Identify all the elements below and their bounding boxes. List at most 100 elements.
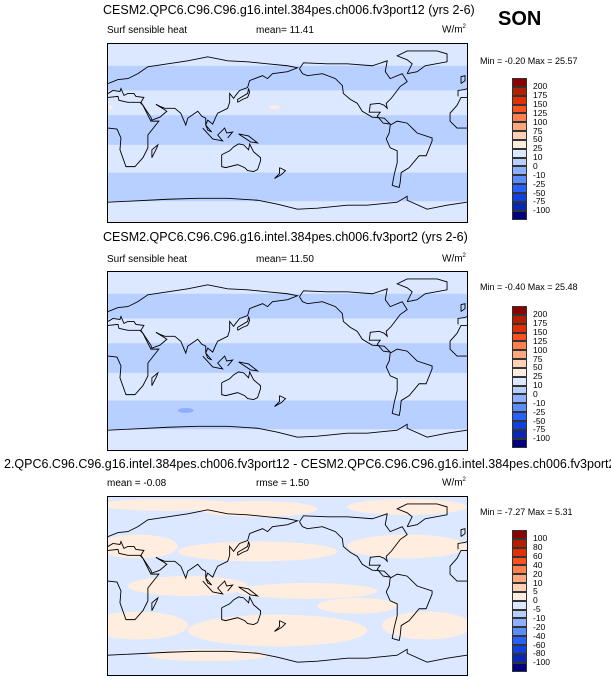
- contour-patch: [382, 611, 467, 640]
- colorbar-swatch: [512, 332, 527, 342]
- colorbar-swatch: [512, 350, 527, 360]
- colorbar-swatch: [512, 565, 527, 575]
- colorbar-label: -100: [533, 657, 551, 668]
- colorbar-swatch: [512, 157, 527, 167]
- colorbar-swatch: [512, 184, 527, 193]
- colorbar-label: -50: [533, 415, 546, 426]
- contour-patch: [347, 498, 467, 515]
- panel-3-mean: mean = -0.08: [107, 478, 167, 489]
- colorbar-label: 0: [533, 595, 538, 606]
- coastline: [239, 587, 258, 596]
- colorbar-label: 10: [533, 152, 543, 163]
- colorbar-swatch: [512, 394, 527, 404]
- contour-patch: [269, 105, 280, 110]
- coastline: [397, 504, 447, 527]
- colorbar-label: 25: [533, 371, 543, 382]
- coastline: [386, 574, 432, 640]
- coastline: [458, 317, 467, 325]
- panel-1-map: [107, 43, 468, 223]
- colorbar-label: 100: [533, 533, 548, 544]
- colorbar-swatch: [512, 627, 527, 637]
- colorbar-label: -100: [533, 433, 551, 444]
- colorbar-label: 20: [533, 568, 543, 579]
- colorbar-label: 100: [533, 116, 548, 127]
- map-svg: [108, 272, 467, 450]
- colorbar-swatch: [512, 583, 527, 592]
- colorbar-label: 5: [533, 586, 538, 597]
- colorbar-swatch: [512, 600, 527, 610]
- coastline: [108, 324, 159, 394]
- contour-band: [108, 172, 467, 202]
- colorbar-label: 80: [533, 542, 543, 553]
- colorbar-label: -100: [533, 205, 551, 216]
- colorbar-label: 75: [533, 125, 543, 136]
- colorbar-swatch: [512, 644, 527, 654]
- coastline: [108, 549, 159, 619]
- units-text: W/m: [442, 24, 463, 36]
- colorbar-label: -10: [533, 397, 546, 408]
- colorbar-label: -20: [533, 621, 546, 632]
- colorbar-label: 200: [533, 81, 548, 92]
- coastline: [397, 279, 447, 302]
- colorbar-label: 50: [533, 362, 543, 373]
- coastline: [450, 550, 467, 581]
- colorbar-swatch: [512, 376, 527, 386]
- panel-2-colorbar: 200 175 150 125 100 75 50 25 10 0 -10 -25 -50 -75 -100: [512, 306, 550, 448]
- panel-3-map: [107, 496, 468, 676]
- coastline: [222, 144, 261, 172]
- colorbar-label: 125: [533, 107, 548, 118]
- contour-band: [108, 400, 467, 430]
- colorbar-swatch: [512, 636, 527, 645]
- colorbar-label: 0: [533, 161, 538, 171]
- units-exponent: 2: [462, 477, 466, 483]
- colorbar-swatch: [512, 78, 527, 87]
- colorbar-swatch: [512, 420, 527, 430]
- contour-patch: [108, 611, 188, 640]
- panel-2-units: W/m2: [442, 253, 466, 264]
- panel-3-title: 2.QPC6.C96.C96.g16.intel.384pes.ch006.fv…: [4, 457, 611, 471]
- panel-1-colorbar: 200 175 150 125 100 75 50 25 10 0 -10 -25 -50 -75 -100: [512, 78, 550, 220]
- colorbar-label: 75: [533, 353, 543, 364]
- colorbar-label: -25: [533, 406, 546, 417]
- colorbar-label: -5: [533, 604, 541, 615]
- colorbar-label: 60: [533, 551, 543, 562]
- coastline: [275, 396, 286, 407]
- colorbar-swatch: [512, 538, 527, 548]
- contour-patch: [317, 597, 398, 614]
- coastline: [238, 89, 250, 103]
- contour-band: [108, 65, 467, 91]
- coastline: [203, 581, 233, 594]
- colorbar-swatch: [512, 653, 527, 663]
- colorbar-swatch: [512, 662, 527, 672]
- colorbar-swatch: [512, 438, 527, 448]
- panel-2-map: [107, 271, 468, 451]
- colorbar-swatch: [512, 201, 527, 211]
- colorbar-label: -75: [533, 196, 546, 207]
- coastline: [299, 61, 407, 124]
- contour-patch: [197, 500, 318, 517]
- coastline: [203, 128, 233, 141]
- coastline: [222, 597, 261, 625]
- colorbar-label: 125: [533, 335, 548, 346]
- units-text: W/m: [442, 477, 463, 489]
- map-svg: [108, 44, 467, 222]
- colorbar-swatch: [512, 403, 527, 413]
- coastline: [397, 51, 447, 74]
- colorbar-label: 100: [533, 344, 548, 355]
- panel-3-colorbar: 100 80 60 40 20 10 5 0 -5 -10 -20 -40 -60 -80 -100: [512, 530, 550, 672]
- contour-patch: [177, 407, 194, 413]
- coastline: [239, 362, 258, 371]
- colorbar-label: -50: [533, 187, 546, 198]
- colorbar-swatch: [512, 210, 527, 220]
- units-text: W/m: [442, 253, 463, 265]
- coastline: [152, 373, 158, 386]
- coastline: [108, 424, 467, 437]
- colorbar-swatch: [512, 385, 527, 395]
- coastline: [299, 289, 407, 352]
- colorbar-label: -10: [533, 613, 546, 623]
- contour-patch: [237, 583, 378, 599]
- colorbar-swatch: [512, 367, 527, 377]
- colorbar-label: 25: [533, 143, 543, 154]
- colorbar-swatch: [512, 306, 527, 315]
- coastline: [450, 325, 467, 356]
